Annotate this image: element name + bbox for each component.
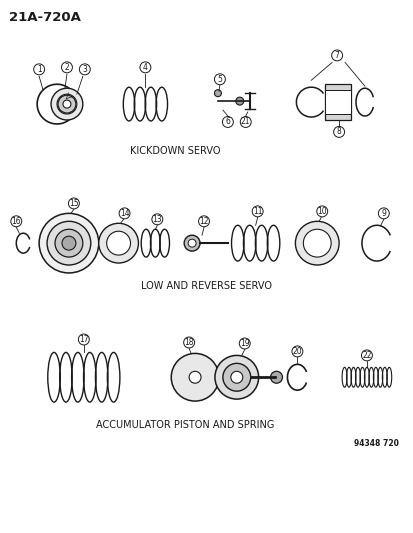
Circle shape	[152, 214, 162, 225]
Circle shape	[295, 221, 338, 265]
Circle shape	[361, 350, 371, 361]
Circle shape	[68, 198, 79, 209]
Circle shape	[62, 236, 76, 250]
Text: 7: 7	[334, 51, 339, 60]
Text: 17: 17	[79, 335, 88, 344]
Circle shape	[239, 338, 249, 349]
Text: 14: 14	[119, 209, 129, 218]
Bar	[325, 84, 350, 120]
Text: 21: 21	[240, 117, 250, 126]
Circle shape	[377, 208, 388, 219]
Text: 18: 18	[184, 338, 193, 347]
Text: 10: 10	[317, 207, 326, 216]
Circle shape	[198, 216, 209, 227]
Text: 22: 22	[361, 351, 371, 360]
Text: 94348 720: 94348 720	[353, 439, 398, 448]
Text: 15: 15	[69, 199, 78, 208]
Circle shape	[33, 64, 45, 75]
Circle shape	[189, 372, 201, 383]
Text: 20: 20	[292, 347, 301, 356]
Text: ACCUMULATOR PISTON AND SPRING: ACCUMULATOR PISTON AND SPRING	[96, 420, 274, 430]
Circle shape	[230, 372, 242, 383]
Circle shape	[214, 90, 221, 96]
Circle shape	[222, 364, 250, 391]
Text: 19: 19	[240, 339, 249, 348]
Bar	[325, 90, 350, 114]
Circle shape	[235, 97, 243, 105]
Circle shape	[78, 334, 89, 345]
Circle shape	[214, 356, 258, 399]
Text: LOW AND REVERSE SERVO: LOW AND REVERSE SERVO	[141, 281, 272, 291]
Circle shape	[333, 126, 344, 138]
Circle shape	[79, 64, 90, 75]
Circle shape	[303, 229, 330, 257]
Text: 6: 6	[225, 117, 230, 126]
Circle shape	[188, 239, 196, 247]
Circle shape	[119, 208, 130, 219]
Text: 2: 2	[64, 63, 69, 72]
Text: 3: 3	[82, 65, 87, 74]
Circle shape	[291, 346, 302, 357]
Text: 4: 4	[142, 63, 147, 72]
Circle shape	[240, 117, 251, 127]
Circle shape	[331, 50, 342, 61]
Circle shape	[222, 117, 233, 127]
Circle shape	[11, 216, 22, 227]
Circle shape	[47, 221, 90, 265]
Text: 5: 5	[217, 75, 222, 84]
Text: KICKDOWN SERVO: KICKDOWN SERVO	[130, 146, 220, 156]
Circle shape	[270, 372, 282, 383]
Circle shape	[57, 94, 77, 114]
Circle shape	[252, 206, 263, 217]
Text: 11: 11	[252, 207, 262, 216]
Text: 12: 12	[199, 217, 208, 226]
Circle shape	[62, 62, 72, 73]
Text: 8: 8	[336, 127, 341, 136]
Text: 9: 9	[380, 209, 385, 218]
Circle shape	[184, 235, 199, 251]
Circle shape	[98, 223, 138, 263]
Circle shape	[214, 74, 225, 85]
Text: 13: 13	[152, 215, 162, 224]
Text: 21A-720A: 21A-720A	[9, 11, 81, 24]
Circle shape	[107, 231, 130, 255]
Circle shape	[63, 100, 71, 108]
Text: 1: 1	[37, 65, 41, 74]
Circle shape	[140, 62, 150, 73]
Circle shape	[316, 206, 327, 217]
Circle shape	[171, 353, 218, 401]
Circle shape	[58, 95, 76, 113]
Circle shape	[51, 88, 83, 120]
Circle shape	[55, 229, 83, 257]
Text: 16: 16	[12, 217, 21, 226]
Circle shape	[39, 213, 98, 273]
Circle shape	[183, 337, 194, 348]
